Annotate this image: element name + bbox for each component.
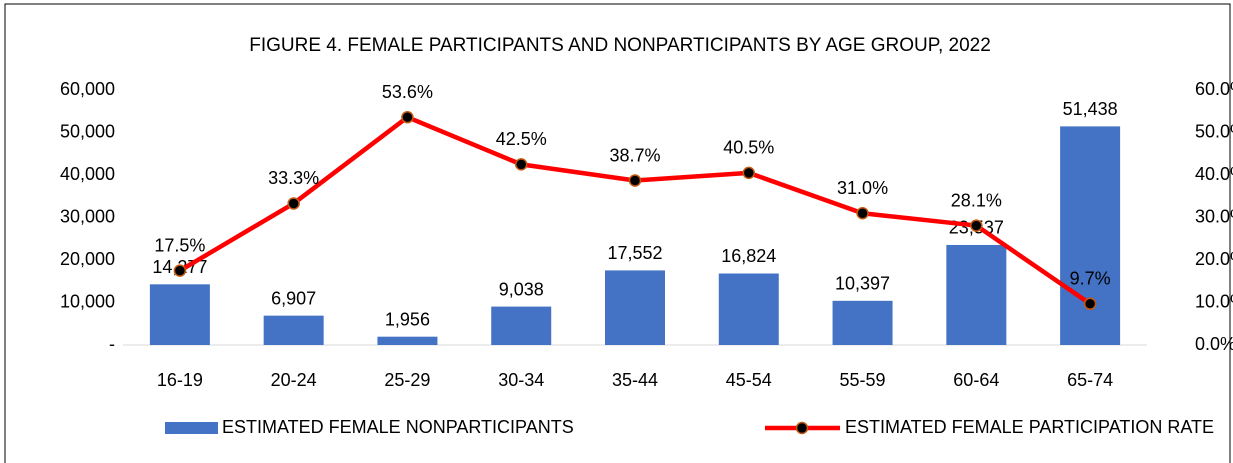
line-value-label: 17.5% xyxy=(154,235,205,255)
line-marker xyxy=(970,219,983,232)
x-tick-label: 60-64 xyxy=(953,370,999,390)
bar xyxy=(149,284,210,345)
line-marker xyxy=(742,166,756,180)
y-tick-label: 40,000 xyxy=(60,164,115,184)
y-tick-label: 60,000 xyxy=(60,79,115,99)
y2-tick-label: 20.0% xyxy=(1195,249,1233,269)
y2-tick-label: 40.0% xyxy=(1195,164,1233,184)
x-tick-label: 25-29 xyxy=(384,370,430,390)
y-tick-label: 10,000 xyxy=(60,291,115,311)
bar-value-label: 9,038 xyxy=(499,279,544,299)
x-tick-label: 16-19 xyxy=(157,370,203,390)
x-tick-label: 20-24 xyxy=(271,370,317,390)
line-marker xyxy=(287,197,300,210)
bar-value-label: 10,397 xyxy=(835,274,890,294)
x-tick-label: 65-74 xyxy=(1067,370,1113,390)
bar-value-label: 51,438 xyxy=(1063,99,1118,119)
y-tick-label: 50,000 xyxy=(60,121,115,141)
bar-value-label: 17,552 xyxy=(607,243,662,263)
y2-tick-label: 0.0% xyxy=(1195,334,1233,354)
legend-label: ESTIMATED FEMALE PARTICIPATION RATE xyxy=(845,417,1214,437)
y-tick-label: - xyxy=(109,334,115,354)
line-value-label: 28.1% xyxy=(951,190,1002,210)
bar xyxy=(491,306,552,345)
y-tick-label: 20,000 xyxy=(60,249,115,269)
line-marker xyxy=(514,158,528,171)
line-value-label: 38.7% xyxy=(609,145,660,165)
bar-value-label: 6,907 xyxy=(271,288,316,308)
bar-value-label: 1,956 xyxy=(385,309,430,329)
y2-tick-label: 10.0% xyxy=(1195,291,1233,311)
bar-value-label: 16,824 xyxy=(721,246,776,266)
bar xyxy=(946,244,1007,345)
x-tick-label: 35-44 xyxy=(612,370,658,390)
y2-tick-label: 60.0% xyxy=(1195,79,1233,99)
chart-title: FIGURE 4. FEMALE PARTICIPANTS AND NONPAR… xyxy=(249,35,991,56)
line-value-label: 31.0% xyxy=(837,178,888,198)
bar xyxy=(605,270,665,345)
bar xyxy=(377,336,438,345)
legend-label: ESTIMATED FEMALE NONPARTICIPANTS xyxy=(222,417,574,437)
x-tick-label: 30-34 xyxy=(498,370,544,390)
line-marker xyxy=(1083,297,1097,311)
line-value-label: 33.3% xyxy=(268,168,319,188)
bar xyxy=(263,315,324,345)
y-tick-label: 30,000 xyxy=(60,206,115,226)
legend-marker xyxy=(795,421,809,435)
line-value-label: 40.5% xyxy=(723,138,774,158)
x-tick-label: 45-54 xyxy=(726,370,772,390)
bar xyxy=(832,300,893,345)
legend-swatch xyxy=(165,422,218,434)
line-value-label: 53.6% xyxy=(382,82,433,102)
bar xyxy=(1060,126,1121,346)
x-tick-label: 55-59 xyxy=(840,370,886,390)
line-value-label: 42.5% xyxy=(496,129,547,149)
chart-border xyxy=(4,3,1231,463)
line-marker xyxy=(628,174,642,187)
line-marker xyxy=(173,264,187,277)
line-value-label: 9.7% xyxy=(1070,269,1111,289)
bar xyxy=(718,273,779,345)
line-marker xyxy=(401,110,414,124)
line-marker xyxy=(856,207,869,220)
y2-tick-label: 30.0% xyxy=(1195,206,1233,226)
y2-tick-label: 50.0% xyxy=(1195,121,1233,141)
